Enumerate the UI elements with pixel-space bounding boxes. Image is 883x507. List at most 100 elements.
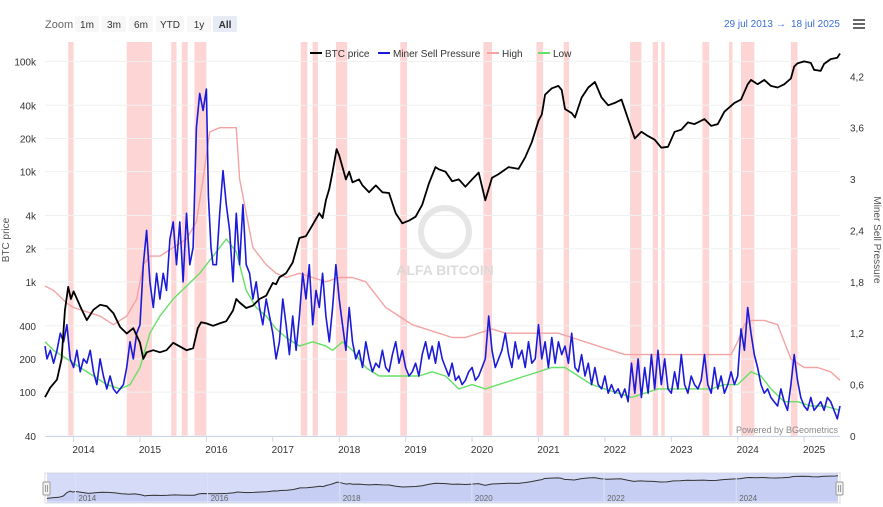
zoom-button-all[interactable]: All	[213, 16, 237, 32]
legend-btc-label: BTC price	[325, 49, 370, 60]
navigator[interactable]: 2014 2016 2018 2020 2022 2024	[42, 472, 844, 504]
zoom-button-6m[interactable]: 6m	[129, 16, 153, 32]
halving-band-11	[563, 42, 570, 436]
halving-band-8	[400, 42, 407, 436]
series-line-miner-sell-pressure	[44, 88, 841, 420]
x-tick-label-2022: 2022	[604, 445, 627, 456]
y-left-tick-200: 200	[19, 355, 36, 366]
x-tick-label-2023: 2023	[670, 445, 693, 456]
halving-band-9	[483, 42, 492, 436]
zoom-button-ytd-label: YTD	[160, 20, 180, 31]
navigator-series	[46, 475, 839, 501]
zoom-button-all-label: All	[219, 20, 232, 31]
y-right-tick-0,6: 0,6	[850, 381, 864, 392]
watermark: ALFA BITCOIN	[396, 205, 494, 278]
navigator-labels: 2014 2016 2018 2020 2022 2024	[74, 473, 758, 503]
y-right-title: Miner Sell Pressure	[871, 196, 882, 284]
y-left-tick-400: 400	[19, 322, 36, 333]
credit-text[interactable]: Powered by BGeometrics	[736, 425, 839, 435]
navigator-label-2016: 2016	[211, 494, 229, 503]
y-left-tick-20k: 20k	[20, 134, 37, 145]
navigator-label-2018: 2018	[343, 494, 361, 503]
x-tick-label-2024: 2024	[737, 445, 760, 456]
halving-band-18	[790, 42, 798, 436]
zoom-button-1y[interactable]: 1y	[187, 16, 211, 32]
date-from[interactable]: 29 jul 2013	[724, 19, 773, 30]
x-tick-label-2016: 2016	[205, 445, 228, 456]
legend-item-btc-price[interactable]: BTC price	[310, 49, 370, 60]
x-tick-label-2021: 2021	[537, 445, 560, 456]
zoom-button-1m-label: 1m	[80, 20, 94, 31]
series-layer	[44, 53, 841, 420]
halving-band-1	[126, 42, 152, 436]
halving-band-12	[630, 42, 642, 436]
y-left-tick-1k: 1k	[25, 278, 37, 289]
navigator-handle-left[interactable]	[42, 481, 51, 496]
halving-band-6	[312, 42, 318, 436]
x-tick-label-2020: 2020	[471, 445, 494, 456]
series-line-btc-price	[44, 53, 841, 398]
navigator-handle-right[interactable]	[835, 481, 844, 496]
zoom-button-6m-label: 6m	[134, 20, 148, 31]
legend-item-low[interactable]: Low	[538, 49, 572, 60]
halving-band-17	[741, 42, 755, 436]
legend-low-label: Low	[553, 49, 572, 60]
series-line-low	[44, 238, 841, 411]
legend-item-miner-sell-pressure[interactable]: Miner Sell Pressure	[378, 49, 481, 60]
series-line-high	[44, 127, 841, 381]
zoom-button-ytd[interactable]: YTD	[156, 16, 184, 32]
navigator-label-2024: 2024	[739, 494, 757, 503]
zoom-button-3m-label: 3m	[107, 20, 121, 31]
legend-msp-label: Miner Sell Pressure	[393, 49, 481, 60]
y-left-tick-4k: 4k	[25, 212, 37, 223]
x-tick-label-2014: 2014	[72, 445, 95, 456]
y-right-tick-4,2: 4,2	[850, 72, 864, 83]
y-left-tick-40k: 40k	[20, 101, 37, 112]
zoom-button-1m[interactable]: 1m	[75, 16, 99, 32]
halving-band-0	[68, 42, 74, 436]
zoom-button-1y-label: 1y	[194, 20, 205, 31]
y-right-tick-0: 0	[850, 432, 856, 443]
axes: 2014 2015 2016 2017 2018 2019 2020 2021 2022 2023…	[1, 57, 882, 456]
zoom-label: Zoom	[45, 19, 73, 31]
y-left-title: BTC price	[1, 217, 12, 262]
watermark-logo-icon	[418, 205, 472, 259]
y-right-tick-3,6: 3,6	[850, 124, 864, 135]
grid-lines	[45, 60, 840, 437]
y-right-tick-3: 3	[850, 175, 856, 186]
halving-band-15	[702, 42, 710, 436]
y-right-tick-1,8: 1,8	[850, 278, 864, 289]
halving-band-7	[335, 42, 348, 436]
halving-band-14	[661, 42, 665, 436]
watermark-text: ALFA BITCOIN	[396, 262, 493, 278]
y-right-tick-1,2: 1,2	[850, 329, 864, 340]
halving-band-10	[536, 42, 544, 436]
y-left-tick-2k: 2k	[25, 245, 37, 256]
x-tick-label-2025: 2025	[803, 445, 826, 456]
halving-band-4	[194, 42, 207, 436]
legend-item-high[interactable]: High	[487, 49, 523, 60]
x-tick-label-2019: 2019	[405, 445, 428, 456]
navigator-area	[47, 475, 838, 501]
navigator-label-2014: 2014	[78, 494, 96, 503]
hamburger-menu-icon[interactable]	[852, 17, 866, 31]
y-right-tick-2,4: 2,4	[850, 226, 864, 237]
navigator-line	[46, 475, 839, 499]
y-left-tick-100k: 100k	[14, 57, 37, 68]
x-tick-label-2017: 2017	[272, 445, 295, 456]
zoom-button-3m[interactable]: 3m	[102, 16, 126, 32]
legend-high-label: High	[502, 49, 523, 60]
halving-band-13	[652, 42, 659, 436]
date-arrow: →	[776, 19, 786, 30]
navigator-label-2020: 2020	[475, 494, 493, 503]
y-left-tick-40: 40	[25, 432, 37, 443]
legend: BTC price Miner Sell Pressure High Low	[310, 49, 572, 60]
x-tick-label-2018: 2018	[338, 445, 361, 456]
navigator-label-2022: 2022	[607, 494, 625, 503]
date-to[interactable]: 18 jul 2025	[791, 19, 840, 30]
x-tick-label-2015: 2015	[139, 445, 162, 456]
y-left-tick-10k: 10k	[20, 168, 37, 179]
halving-band-5	[300, 42, 308, 436]
y-left-tick-100: 100	[19, 388, 36, 399]
